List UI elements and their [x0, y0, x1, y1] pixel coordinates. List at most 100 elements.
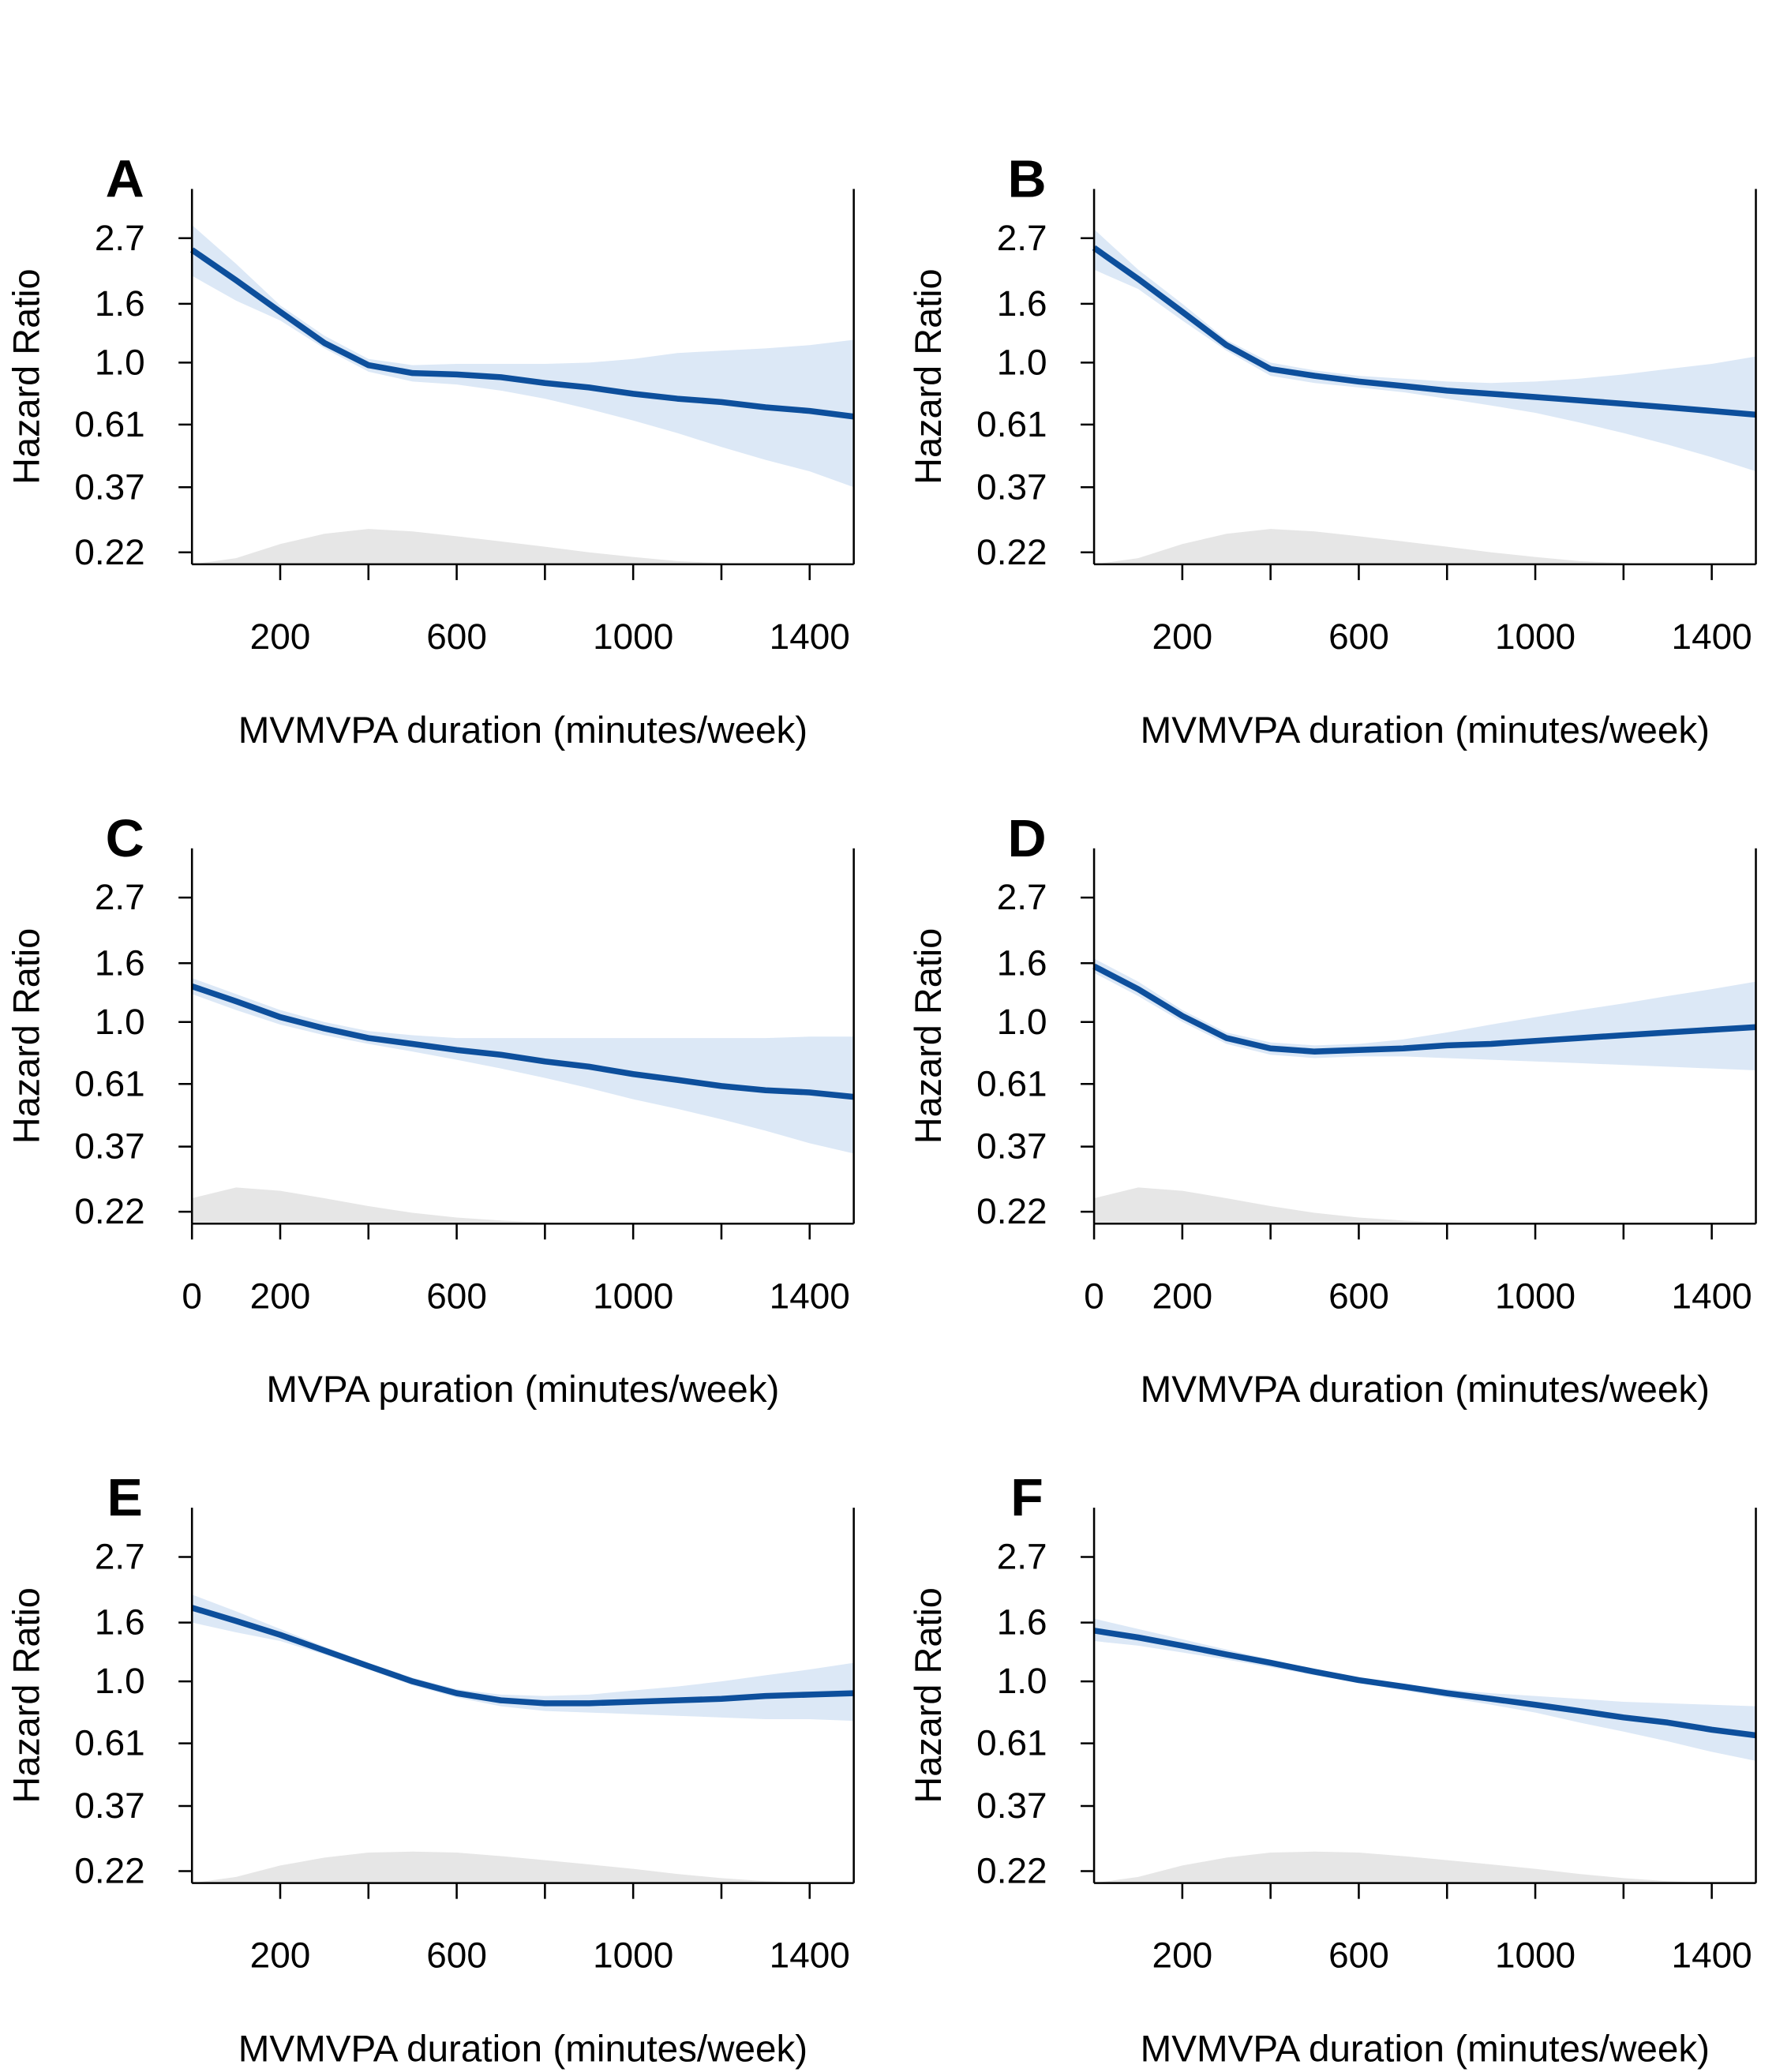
x-tick-label: 200 — [250, 1935, 311, 1976]
density-area — [192, 529, 854, 564]
x-tick-label: 1000 — [593, 616, 673, 657]
y-tick-label: 2.7 — [997, 218, 1047, 258]
y-tick-label: 1.6 — [997, 1602, 1047, 1643]
y-tick-label: 0.22 — [74, 532, 144, 572]
x-tick-label: 1400 — [1672, 1276, 1752, 1317]
confidence-band — [1094, 958, 1756, 1070]
x-axis-title: MVPA puration (minutes/week) — [266, 1369, 779, 1411]
x-tick-label: 1000 — [1495, 1276, 1576, 1317]
y-tick-label: 0.22 — [74, 1191, 144, 1231]
hazard-line — [1092, 245, 1756, 418]
density-area — [192, 1851, 854, 1883]
x-tick-label: 200 — [250, 616, 311, 657]
x-tick-label: 1400 — [1672, 1935, 1752, 1976]
confidence-band — [1094, 229, 1756, 472]
y-tick-label: 1.0 — [95, 1662, 145, 1702]
y-axis-title: Hazard Ratio — [908, 1587, 950, 1803]
x-tick-label: 600 — [1328, 1935, 1389, 1976]
panel-label: C — [106, 809, 144, 867]
y-tick-label: 0.37 — [74, 467, 144, 508]
panel-label: B — [1007, 150, 1046, 208]
y-tick-label: 0.61 — [976, 1723, 1047, 1763]
y-tick-label: 2.7 — [95, 878, 145, 918]
confidence-band — [192, 225, 854, 488]
x-tick-label: 600 — [426, 616, 487, 657]
x-tick-label: 200 — [1152, 1935, 1213, 1976]
x-tick-label: 600 — [1328, 616, 1389, 657]
x-tick-label: 600 — [426, 1935, 487, 1976]
panel: 0.22 0.37 0.61 1.0 1.6 2.7 200 600 1000 1400 MVMVP… — [6, 150, 855, 751]
hazard-line — [190, 983, 855, 1100]
y-tick-label: 2.7 — [95, 1537, 145, 1577]
y-tick-label: 1.6 — [997, 283, 1047, 324]
y-tick-label: 1.0 — [997, 343, 1047, 383]
x-tick-label: 1000 — [1495, 616, 1576, 657]
x-tick-label: 600 — [426, 1276, 487, 1317]
x-axis-title: MVMVPA duration (minutes/week) — [1141, 2029, 1710, 2070]
y-tick-label: 0.61 — [74, 404, 144, 444]
y-tick-label: 0.22 — [976, 1851, 1047, 1891]
y-tick-label: 0.22 — [976, 1191, 1047, 1231]
confidence-band — [192, 1594, 854, 1722]
y-tick-label: 2.7 — [95, 218, 145, 258]
x-tick-label: 1000 — [593, 1276, 673, 1317]
y-tick-label: 1.6 — [95, 943, 145, 984]
x-axis-title: MVMVPA duration (minutes/week) — [1141, 1369, 1710, 1411]
y-tick-label: 0.37 — [976, 1126, 1047, 1167]
x-axis-title: MVMVPA duration (minutes/week) — [238, 2029, 807, 2070]
panel-label: A — [106, 150, 144, 208]
density-area — [1094, 1851, 1756, 1883]
density-area — [192, 1187, 854, 1224]
panel: 0.22 0.37 0.61 1.0 1.6 2.7 200 600 1000 1400 MVMVP… — [908, 150, 1757, 751]
y-tick-label: 0.61 — [74, 1723, 144, 1763]
x-tick-label: 1000 — [1495, 1935, 1576, 1976]
x-tick-label: 200 — [250, 1276, 311, 1317]
y-tick-label: 1.0 — [95, 343, 145, 383]
y-tick-label: 1.0 — [997, 1662, 1047, 1702]
y-tick-label: 0.37 — [976, 467, 1047, 508]
x-axis-title: MVMVPA duration (minutes/week) — [1141, 710, 1710, 751]
x-tick-label: 1400 — [770, 1276, 850, 1317]
y-axis-title: Hazard Ratio — [6, 1587, 47, 1803]
y-tick-label: 0.37 — [74, 1126, 144, 1167]
panel: 0.22 0.37 0.61 1.0 1.6 2.7 200 600 1000 1400 MVMVP… — [908, 1469, 1757, 2070]
y-tick-label: 1.6 — [997, 943, 1047, 984]
hazard-line — [191, 1605, 854, 1707]
x-tick-label: 1000 — [593, 1935, 673, 1976]
x-tick-label: 200 — [1152, 1276, 1213, 1317]
y-tick-label: 0.22 — [976, 532, 1047, 572]
panel: 0.22 0.37 0.61 1.0 1.6 2.7 0 200 600 1000 1400 MVPA… — [6, 809, 855, 1411]
x-tick-label: 1400 — [770, 616, 850, 657]
y-axis-title: Hazard Ratio — [6, 928, 47, 1144]
hazard-line — [1092, 963, 1756, 1055]
y-tick-label: 1.6 — [95, 283, 145, 324]
hazard-line — [1093, 1628, 1757, 1739]
x-tick-label: 600 — [1328, 1276, 1389, 1317]
x-tick-label: 1400 — [770, 1935, 850, 1976]
x-tick-label: 1400 — [1672, 616, 1752, 657]
y-tick-label: 1.6 — [95, 1602, 145, 1643]
x-axis-title: MVMVPA duration (minutes/week) — [238, 710, 807, 751]
y-tick-label: 0.61 — [74, 1064, 144, 1104]
y-tick-label: 1.0 — [95, 1002, 145, 1042]
density-area — [1094, 1187, 1756, 1224]
y-tick-label: 0.22 — [74, 1851, 144, 1891]
panel-label: E — [107, 1469, 142, 1527]
x-tick-label: 0 — [1084, 1276, 1104, 1317]
x-tick-label: 200 — [1152, 616, 1213, 657]
y-tick-label: 2.7 — [997, 1537, 1047, 1577]
panel-label: D — [1007, 809, 1046, 867]
confidence-band — [192, 978, 854, 1154]
panel-label: F — [1010, 1469, 1043, 1527]
y-axis-title: Hazard Ratio — [6, 268, 47, 484]
y-tick-label: 1.0 — [997, 1002, 1047, 1042]
y-tick-label: 0.37 — [74, 1785, 144, 1826]
panel: 0.22 0.37 0.61 1.0 1.6 2.7 0 200 600 1000 1400 MVMV… — [908, 809, 1757, 1411]
y-axis-title: Hazard Ratio — [908, 268, 950, 484]
x-tick-label: 0 — [182, 1276, 202, 1317]
figure-body: 0.22 0.37 0.61 1.0 1.6 2.7 200 600 1000 1400 MVMVP… — [6, 150, 1757, 2070]
hazard-line — [190, 247, 855, 420]
y-tick-label: 2.7 — [997, 878, 1047, 918]
y-axis-title: Hazard Ratio — [908, 928, 950, 1144]
